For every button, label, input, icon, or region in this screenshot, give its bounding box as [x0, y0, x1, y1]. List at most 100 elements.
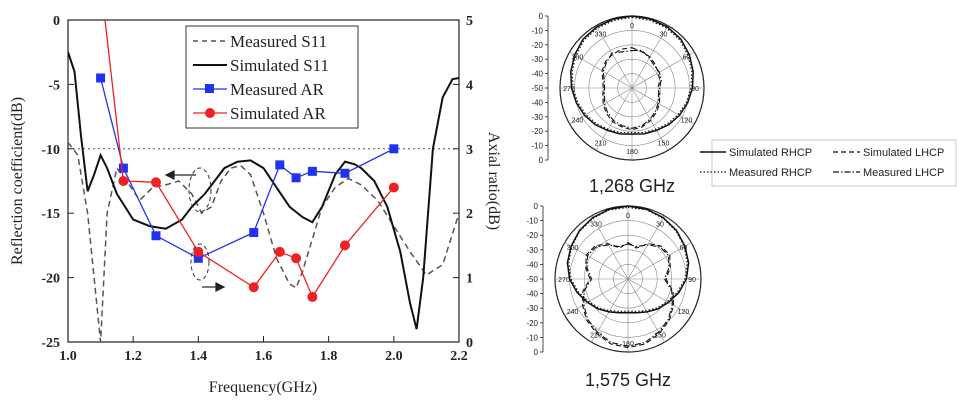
polar-radial-label: 0 — [539, 156, 544, 165]
polar-radial-label: 0 — [534, 348, 539, 357]
marker-measured-ar — [193, 253, 203, 263]
polar-spoke — [631, 87, 669, 151]
s11-annotation-ellipse — [188, 167, 212, 213]
polar-angle-label: 270 — [563, 86, 575, 93]
y-axis-label-right: Axial ratio(dB) — [485, 132, 502, 230]
marker-simulated-ar — [193, 246, 204, 257]
polar-chart-1575: 0 30 60 90 120 150 180 210 240 270 300 330 0 -10 -20 -3… — [526, 202, 702, 357]
marker-simulated-ar — [388, 182, 399, 193]
polar-radial-label: 0 — [534, 202, 539, 211]
polar-radial-label: -30 — [526, 304, 538, 313]
series-line-simulated-s11 — [68, 51, 459, 330]
marker-simulated-ar — [274, 246, 285, 257]
polar-series-measured-rhcp — [568, 206, 688, 312]
polar-angle-label: 270 — [558, 277, 570, 284]
legend-label-simulated-ar: Simulated AR — [230, 104, 327, 123]
polar-spoke — [627, 215, 665, 280]
polar-spoke — [627, 278, 692, 316]
y-right-tick-label: 1 — [466, 272, 473, 287]
polar-radial-label: -50 — [531, 84, 543, 93]
polar-angle-label: 90 — [691, 86, 699, 93]
polar-series-measured-rhcp — [571, 16, 693, 134]
polar-radial-label: -40 — [526, 260, 538, 269]
polar-angle-label: 300 — [567, 245, 579, 252]
y-axis-label-left: Reflection coefficient(dB) — [9, 97, 26, 265]
legend-label-measured-s11: Measured S11 — [230, 32, 327, 51]
polar-angle-label: 240 — [572, 118, 584, 125]
polar-radial-label: -40 — [531, 98, 543, 107]
polar-angle-label: 120 — [681, 118, 693, 125]
polar-spoke — [595, 25, 633, 89]
polar-angle-label: 60 — [683, 55, 691, 62]
annotation-arrows — [164, 170, 226, 292]
marker-measured-ar — [275, 160, 285, 170]
marker-simulated-ar — [118, 176, 129, 186]
polar-radial-label: -30 — [531, 113, 543, 122]
y-right-tick-label: 0 — [466, 336, 473, 351]
x-axis-label: Frequency(GHz) — [209, 379, 317, 396]
polar-spoke — [564, 278, 629, 316]
polar-radial-label: -10 — [531, 142, 543, 151]
polar-spoke — [631, 87, 695, 125]
polar-spoke — [591, 215, 629, 280]
polar-radial-label: -20 — [531, 41, 543, 50]
y-left-tick-label: -10 — [41, 143, 60, 158]
polar-series-simulated-lhcp — [601, 47, 661, 131]
polar-radial-label: -20 — [531, 127, 543, 136]
legend-marker-measured-ar — [205, 84, 214, 93]
polar-radial-label: -10 — [526, 333, 538, 342]
y-right-tick-label: 4 — [466, 78, 473, 93]
polar-series-simulated-lhcp — [581, 241, 675, 349]
main-series — [68, 20, 459, 342]
polar-angle-label: 210 — [590, 332, 602, 339]
polar-caption-1268: 1,268 GHz — [589, 176, 675, 196]
right-arrow-head — [215, 282, 226, 292]
polar-series-measured-lhcp — [602, 49, 662, 129]
marker-measured-ar — [291, 173, 301, 183]
polar-radial-label: -20 — [526, 231, 538, 240]
polar-legend-label-meas-lhcp: Measured LHCP — [863, 167, 944, 179]
marker-measured-ar — [118, 163, 128, 173]
marker-measured-ar — [389, 144, 399, 154]
polar-angle-label: 180 — [622, 341, 634, 348]
polar-angle-label: 240 — [567, 309, 579, 316]
polar-spoke — [564, 242, 629, 280]
marker-simulated-ar — [307, 291, 318, 302]
x-tick-label: 1.6 — [255, 349, 273, 364]
series-line-measured-ar — [99, 77, 395, 260]
legend-label-simulated-s11: Simulated S11 — [230, 56, 329, 75]
polar-radial-label: -10 — [531, 26, 543, 35]
polar-radial-label: -40 — [531, 70, 543, 79]
polar-angle-label: 30 — [660, 31, 668, 38]
polar-radial-label: 0 — [539, 12, 544, 21]
polar-spoke — [569, 87, 633, 125]
polar-angle-label: 330 — [590, 222, 602, 229]
marker-measured-ar — [151, 231, 161, 241]
s11-ar-chart: 1.0 1.2 1.4 1.6 1.8 2.0 2.20-5-10-15-20-255432… — [9, 14, 502, 396]
polar-angle-label: 60 — [680, 245, 688, 252]
polar-angle-label: 30 — [656, 222, 664, 229]
x-tick-label: 1.4 — [190, 349, 208, 364]
polar-angle-label: 150 — [658, 141, 670, 148]
x-tick-label: 2.2 — [450, 349, 468, 364]
polar-series-simulated-rhcp — [570, 15, 694, 135]
legend-marker-simulated-ar — [205, 108, 215, 118]
marker-measured-ar — [249, 228, 259, 238]
polar-radial-label: -10 — [526, 217, 538, 226]
polar-radial-label: -20 — [526, 319, 538, 328]
polar-angle-label: 210 — [595, 141, 607, 148]
y-right-tick-label: 2 — [466, 207, 473, 222]
y-right-tick-label: 3 — [466, 143, 473, 158]
polar-radial-label: -30 — [531, 55, 543, 64]
series-line-simulated-ar — [104, 20, 395, 299]
y-left-tick-label: 0 — [53, 14, 60, 29]
polar-chart-1268: 0 30 60 90 120 150 180 210 240 270 300 330 0 -10 -20 -3… — [531, 12, 705, 165]
polar-spoke — [569, 51, 633, 89]
y-left-tick-label: -20 — [41, 272, 60, 287]
x-tick-label: 1.8 — [320, 349, 338, 364]
y-left-tick-label: -5 — [48, 78, 60, 93]
polar-angle-label: 0 — [626, 213, 630, 220]
x-tick-label: 2.0 — [385, 349, 403, 364]
polar-spoke — [627, 242, 692, 280]
